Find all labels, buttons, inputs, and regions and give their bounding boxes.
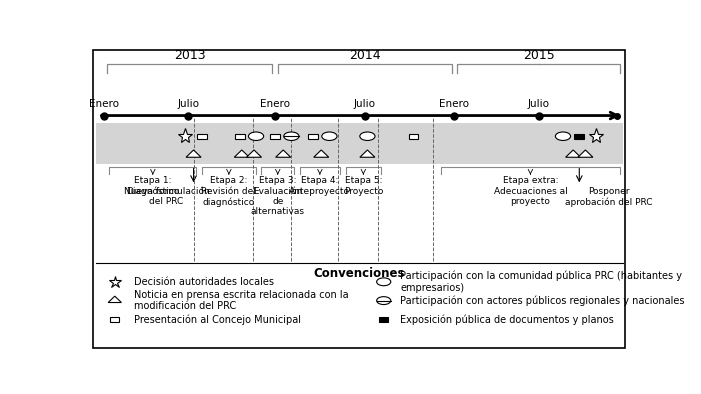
Bar bbox=[270, 134, 280, 139]
Circle shape bbox=[376, 278, 390, 286]
Text: Julio: Julio bbox=[177, 99, 199, 109]
Circle shape bbox=[376, 297, 390, 305]
Text: Exposición pública de documentos y planos: Exposición pública de documentos y plano… bbox=[400, 314, 614, 325]
Bar bbox=[197, 134, 207, 139]
Text: Etapa extra:
Adecuaciones al
proyecto: Etapa extra: Adecuaciones al proyecto bbox=[494, 176, 567, 206]
Text: Convenciones: Convenciones bbox=[313, 267, 405, 280]
Text: Etapa 4:
Anteproyecto: Etapa 4: Anteproyecto bbox=[290, 176, 350, 195]
Text: Participación con la comunidad pública PRC (habitantes y
empresarios): Participación con la comunidad pública P… bbox=[400, 271, 682, 293]
Text: Enero: Enero bbox=[89, 99, 119, 109]
Circle shape bbox=[248, 132, 264, 141]
Text: 2013: 2013 bbox=[174, 50, 205, 63]
Text: Julio: Julio bbox=[354, 99, 376, 109]
Circle shape bbox=[360, 132, 375, 141]
Bar bbox=[379, 317, 388, 322]
Text: Presentación al Concejo Municipal: Presentación al Concejo Municipal bbox=[134, 314, 301, 325]
Text: Nueva formulación
del PRC: Nueva formulación del PRC bbox=[123, 187, 210, 206]
Text: Etapa 1:
Diagnóstico: Etapa 1: Diagnóstico bbox=[126, 176, 179, 196]
Text: 2014: 2014 bbox=[349, 50, 381, 63]
Text: Etapa 5:
Proyecto: Etapa 5: Proyecto bbox=[343, 176, 383, 195]
Bar bbox=[111, 317, 119, 322]
Bar bbox=[235, 134, 245, 139]
Circle shape bbox=[284, 132, 299, 141]
Bar bbox=[308, 134, 318, 139]
Bar bbox=[409, 134, 418, 139]
Text: Decisión autoridades locales: Decisión autoridades locales bbox=[134, 277, 274, 287]
Bar bbox=[96, 123, 622, 164]
Text: Enero: Enero bbox=[440, 99, 470, 109]
Text: Julio: Julio bbox=[528, 99, 550, 109]
FancyBboxPatch shape bbox=[93, 50, 625, 348]
Text: Etapa 3:
Evaluación
de
alternativas: Etapa 3: Evaluación de alternativas bbox=[251, 176, 305, 216]
Text: Posponer
aprobación del PRC: Posponer aprobación del PRC bbox=[566, 187, 653, 207]
Text: Noticia en prensa escrita relacionada con la
modificación del PRC: Noticia en prensa escrita relacionada co… bbox=[134, 290, 348, 311]
Text: Enero: Enero bbox=[260, 99, 290, 109]
Bar bbox=[574, 134, 584, 139]
Circle shape bbox=[322, 132, 337, 141]
Text: Etapa 2:
Revisión del
diagnóstico: Etapa 2: Revisión del diagnóstico bbox=[201, 176, 257, 206]
Text: Participación con actores públicos regionales y nacionales: Participación con actores públicos regio… bbox=[400, 296, 684, 306]
Circle shape bbox=[555, 132, 571, 141]
Text: 2015: 2015 bbox=[523, 50, 554, 63]
